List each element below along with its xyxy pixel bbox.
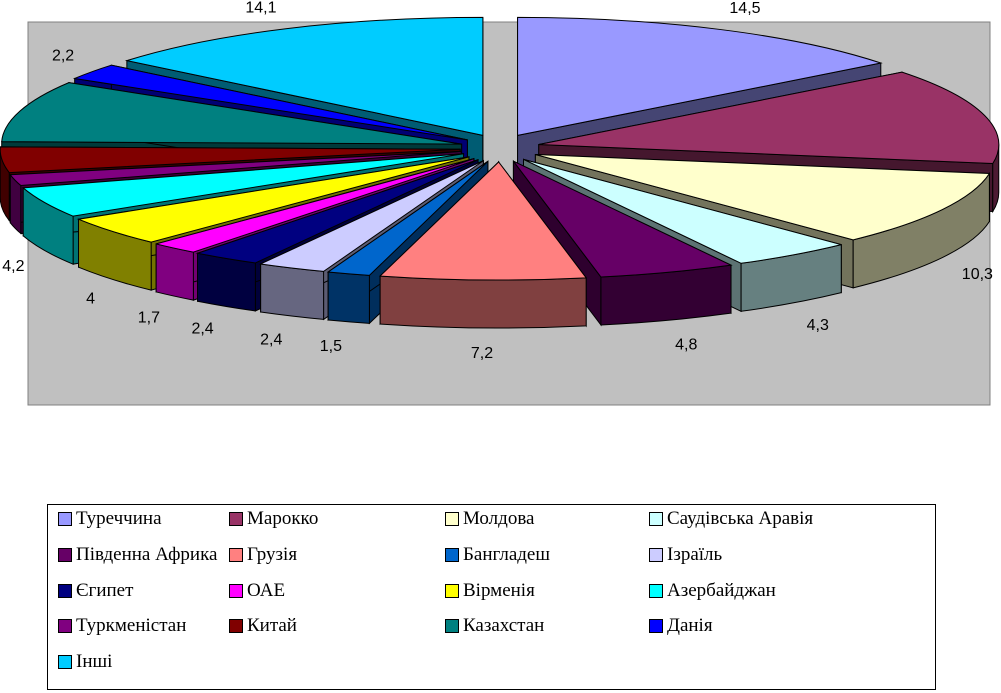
data-label: 7,2 (471, 345, 493, 362)
legend-label: Китай (247, 615, 297, 636)
legend-label: Інші (76, 651, 113, 672)
legend-label: Азербайджан (667, 580, 776, 601)
data-label: 4,8 (675, 336, 697, 353)
data-label: 4,2 (2, 258, 24, 275)
legend-item: Інші (58, 651, 112, 673)
pie-slice (378, 160, 588, 329)
legend-label: Єгипет (76, 580, 134, 601)
data-label: 10,3 (962, 266, 993, 283)
legend-label: Туреччина (76, 508, 162, 529)
legend-label: Ізраїль (667, 544, 723, 565)
legend-swatch (58, 512, 72, 526)
data-label: 1,7 (138, 309, 160, 326)
legend-item: Південна Африка (58, 544, 217, 566)
legend-item: Бангладеш (445, 544, 550, 566)
legend-item: ОАЕ (229, 580, 285, 602)
data-label: 4 (86, 290, 95, 307)
data-label: 2,4 (191, 321, 213, 338)
data-label: 4,3 (807, 317, 829, 334)
legend-swatch (445, 548, 459, 562)
legend-item: Казахстан (445, 615, 544, 637)
legend-item: Туреччина (58, 508, 162, 530)
legend-label: Казахстан (463, 615, 545, 636)
legend-swatch (58, 619, 72, 633)
legend-item: Молдова (445, 508, 534, 530)
legend-label: Вірменія (463, 580, 535, 601)
legend-swatch (649, 548, 663, 562)
legend-item: Китай (229, 615, 297, 637)
legend-label: Марокко (247, 508, 319, 529)
legend-label: Грузія (247, 544, 298, 565)
data-label: 2,2 (52, 47, 74, 64)
legend-label: ОАЕ (247, 580, 286, 601)
data-label: 14,5 (729, 0, 760, 17)
data-label: 2,4 (260, 332, 282, 349)
legend-swatch (445, 619, 459, 633)
legend-item: Данія (649, 615, 713, 637)
legend-swatch (649, 619, 663, 633)
legend-item: Туркменістан (58, 615, 186, 637)
legend-label: Данія (667, 615, 713, 636)
legend-swatch (445, 584, 459, 598)
legend-item: Азербайджан (649, 580, 776, 602)
legend-item: Вірменія (445, 580, 535, 602)
legend-swatch (229, 512, 243, 526)
legend: Туреччина Марокко Молдова Саудівська Аравія… (47, 504, 936, 690)
legend-item: Марокко (229, 508, 318, 530)
legend-item: Єгипет (58, 580, 133, 602)
legend-swatch (649, 584, 663, 598)
legend-item: Ізраїль (649, 544, 722, 566)
legend-swatch (229, 584, 243, 598)
data-label: 1,5 (320, 338, 342, 355)
legend-item: Саудівська Аравія (649, 508, 813, 530)
legend-swatch (58, 655, 72, 669)
legend-swatch (649, 512, 663, 526)
legend-swatch (58, 548, 72, 562)
legend-label: Бангладеш (463, 544, 550, 565)
legend-item: Грузія (229, 544, 297, 566)
legend-label: Молдова (463, 508, 535, 529)
legend-label: Саудівська Аравія (667, 508, 814, 529)
legend-label: Південна Африка (76, 544, 218, 565)
legend-swatch (58, 584, 72, 598)
legend-swatch (445, 512, 459, 526)
legend-swatch (229, 619, 243, 633)
legend-swatch (229, 548, 243, 562)
legend-label: Туркменістан (76, 615, 187, 636)
data-label: 14,1 (245, 0, 276, 16)
